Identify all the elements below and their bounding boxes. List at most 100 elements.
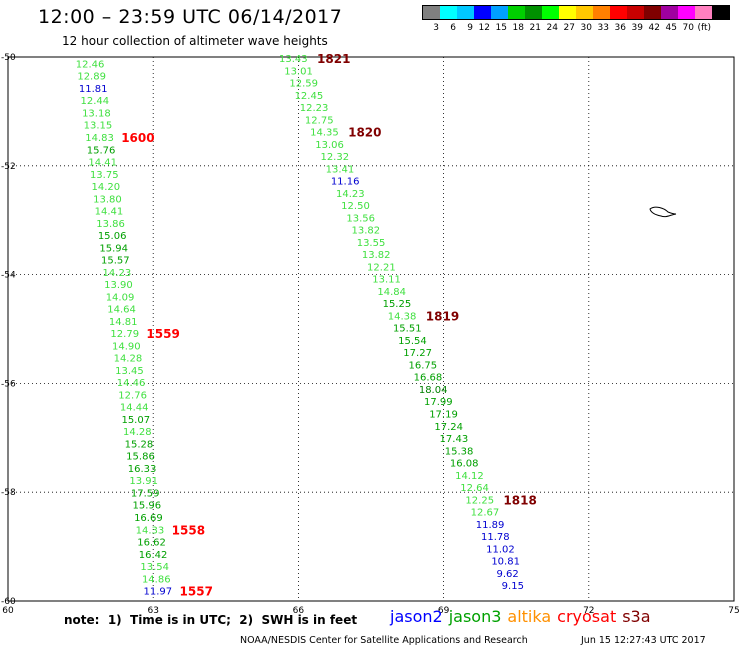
legend-labels: 3 6 9 12 15 18 21 24 27 30 33 36 39 42 45 70 (ft) [422, 23, 730, 33]
wave-height-label: 16.08 [450, 459, 479, 470]
wave-height-label: 17.27 [403, 348, 432, 359]
satellite-legend: jason2 jason3 altika cryosat s3a [390, 607, 657, 626]
lon-tick-label: 69 [438, 606, 450, 616]
wave-height-label: 13.90 [104, 280, 133, 291]
legend-swatch [610, 6, 627, 19]
legend-swatch [440, 6, 457, 19]
legend-label: 42 [648, 23, 660, 33]
wave-height-label: 18.04 [419, 385, 448, 396]
wave-height-label: 16.68 [414, 373, 443, 384]
wave-height-label: 14.38 [388, 311, 417, 322]
wave-height-label: 14.20 [92, 182, 121, 193]
legend-swatch [678, 6, 695, 19]
lon-tick-label: 75 [728, 606, 739, 616]
page-subtitle: 12 hour collection of altimeter wave hei… [62, 34, 328, 48]
wave-height-label: 12.46 [76, 59, 105, 70]
legend-swatch [661, 6, 678, 19]
wave-height-label: 12.76 [118, 390, 147, 401]
wave-height-label: 14.33 [136, 525, 165, 536]
legend-swatch [627, 6, 644, 19]
wave-height-label: 11.97 [144, 587, 173, 598]
wave-height-label: 13.43 [279, 54, 308, 65]
wave-height-label: 13.18 [82, 108, 111, 119]
time-label: 1600 [121, 131, 154, 145]
wave-height-label: 10.81 [491, 557, 520, 568]
legend-label: 21 [529, 23, 541, 33]
wave-height-label: 14.81 [109, 317, 138, 328]
wave-height-label: 14.44 [120, 403, 149, 414]
time-label: 1818 [503, 493, 536, 507]
legend-swatch [525, 6, 542, 19]
wave-height-label: 12.59 [289, 79, 318, 90]
legend-label: 9 [467, 23, 473, 33]
satellite-label-jason3: jason3 [448, 607, 502, 626]
wave-height-label: 14.12 [455, 471, 484, 482]
wave-height-label: 12.45 [295, 91, 324, 102]
wave-height-label: 14.90 [112, 341, 141, 352]
wave-height-label: 14.35 [310, 128, 339, 139]
time-label: 1819 [426, 309, 459, 323]
timestamp-text: Jun 15 12:27:43 UTC 2017 [581, 635, 706, 646]
wave-height-label: 12.75 [305, 115, 334, 126]
wave-height-label: 16.33 [128, 464, 157, 475]
wave-height-label: 13.45 [115, 366, 144, 377]
lat-tick-label: -58 [1, 488, 16, 498]
wave-height-label: 15.07 [121, 415, 150, 426]
wave-height-label: 14.84 [377, 287, 406, 298]
lat-tick-label: -56 [1, 379, 16, 389]
wave-height-label: 13.75 [90, 170, 119, 181]
wave-height-label: 16.75 [408, 360, 437, 371]
legend-label: 39 [631, 23, 643, 33]
wave-height-label: 17.24 [434, 422, 463, 433]
wave-height-label: 17.19 [429, 409, 458, 420]
wave-height-label: 12.64 [460, 483, 489, 494]
wave-height-label: 17.59 [131, 488, 160, 499]
wave-height-label: 15.51 [393, 324, 422, 335]
legend-swatch [508, 6, 525, 19]
wave-height-label: 13.11 [372, 275, 401, 286]
lon-tick-label: 66 [293, 606, 305, 616]
satellite-label-altika: altika [507, 607, 552, 626]
wave-height-label: 14.86 [142, 574, 171, 585]
wave-height-label: 12.25 [465, 495, 494, 506]
legend-swatch [593, 6, 610, 19]
wave-height-label: 17.43 [440, 434, 469, 445]
lon-tick-label: 72 [583, 606, 594, 616]
wave-height-label: 13.06 [315, 140, 344, 151]
wave-height-label: 12.50 [341, 201, 370, 212]
legend-label: 15 [495, 23, 507, 33]
lat-tick-label: -54 [1, 271, 16, 281]
satellite-label-jason2: jason2 [390, 607, 443, 626]
legend-swatch [542, 6, 559, 19]
wave-height-label: 15.25 [383, 299, 412, 310]
wave-height-label: 11.02 [486, 544, 515, 555]
legend-swatch [457, 6, 474, 19]
time-label: 1559 [146, 327, 179, 341]
wave-height-label: 13.55 [357, 238, 386, 249]
lon-tick-label: 63 [147, 606, 158, 616]
legend-label: 24 [546, 23, 558, 33]
wave-height-label: 13.86 [96, 219, 125, 230]
wave-height-label: 11.89 [476, 520, 505, 531]
credit-text: NOAA/NESDIS Center for Satellite Applica… [240, 635, 528, 646]
wave-height-label: 15.94 [99, 243, 128, 254]
note-text: note: 1) Time is in UTC; 2) SWH is in fe… [64, 613, 358, 627]
wave-height-label: 12.67 [471, 508, 500, 519]
legend-label: 6 [450, 23, 456, 33]
lat-tick-label: -52 [1, 162, 16, 172]
island-outline [649, 206, 677, 218]
legend-label: 36 [614, 23, 626, 33]
wave-height-label: 15.96 [132, 501, 161, 512]
legend-label: 45 [665, 23, 677, 33]
legend-label: 33 [597, 23, 609, 33]
map-frame [7, 56, 735, 602]
satellite-label-s3a: s3a [622, 607, 651, 626]
wave-height-label: 14.64 [107, 305, 136, 316]
legend-swatches [422, 5, 730, 20]
legend-swatch [695, 6, 712, 19]
wave-height-label: 14.09 [106, 292, 135, 303]
wave-height-label: 13.56 [346, 213, 375, 224]
wave-height-label: 13.80 [93, 194, 122, 205]
wave-height-label: 12.44 [80, 96, 109, 107]
